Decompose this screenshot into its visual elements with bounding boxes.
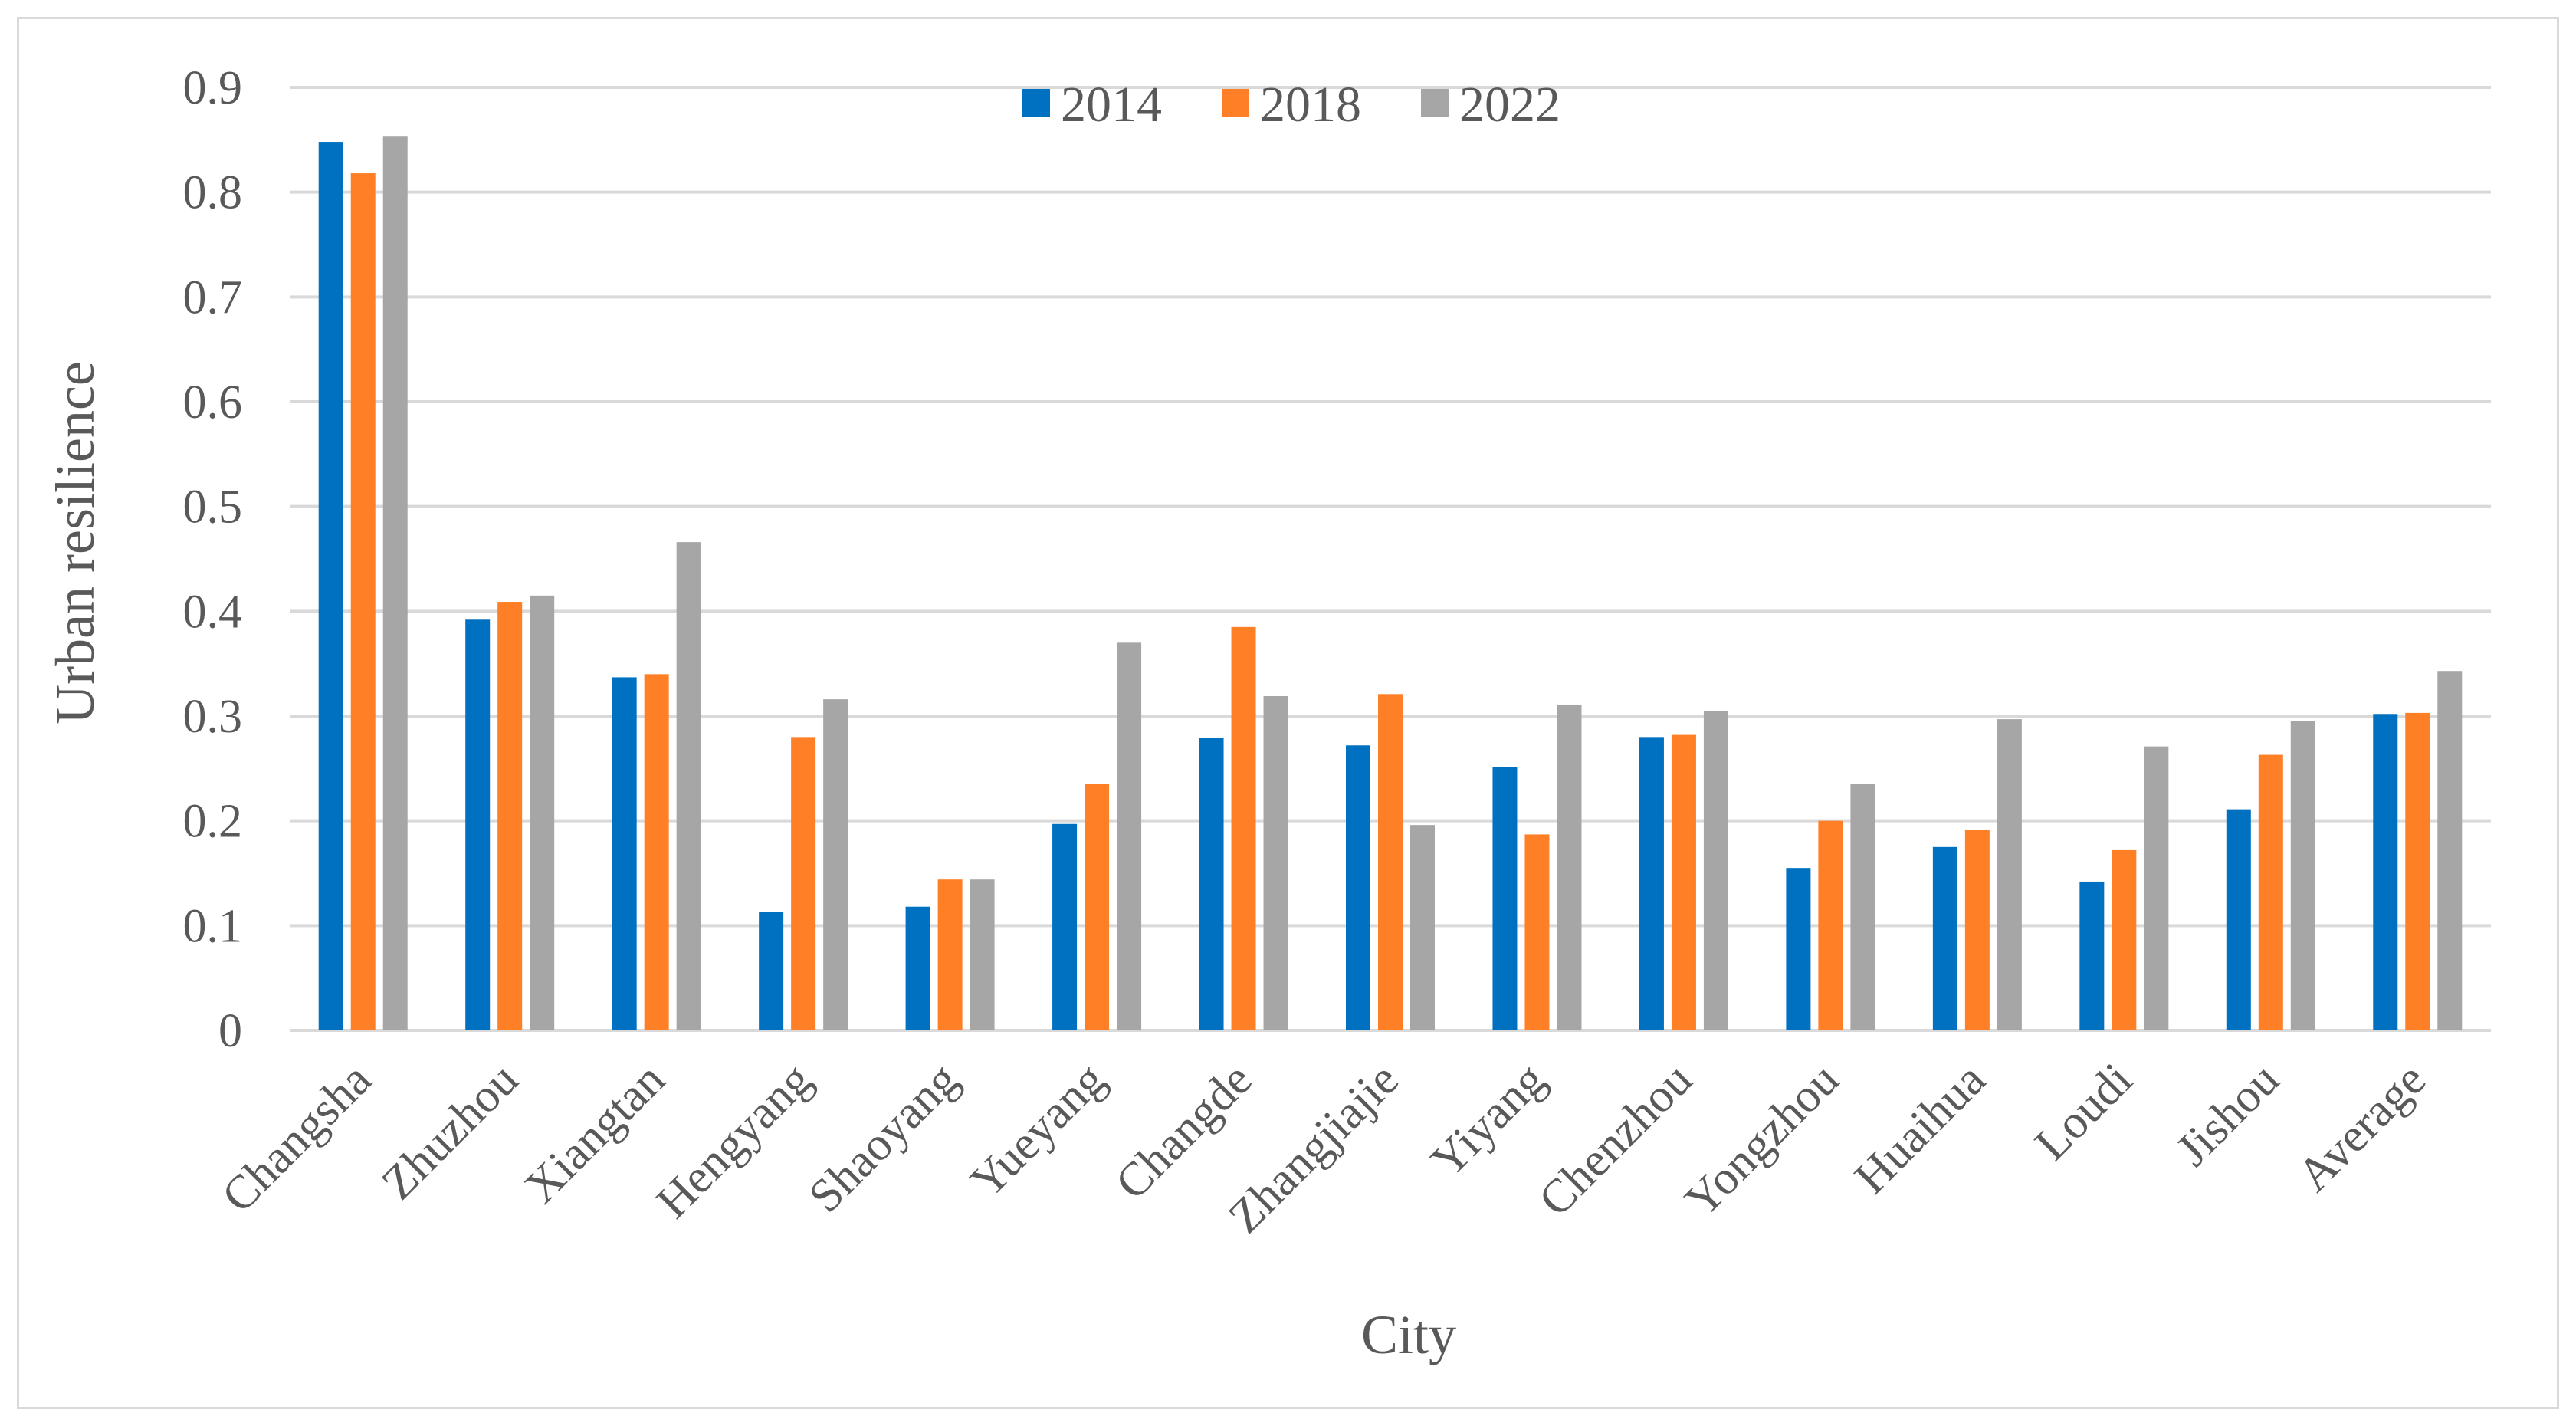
bar-2014-zhangjiajie <box>1346 745 1370 1030</box>
legend-swatch-2022 <box>1421 89 1449 117</box>
bar-2022-average <box>2437 671 2463 1030</box>
bar-2018-yongzhou <box>1818 820 1843 1030</box>
x-tick-label: Hengyang <box>647 1053 822 1228</box>
bar-2018-xiangtan <box>644 674 669 1030</box>
y-tick-label: 0.7 <box>183 271 243 324</box>
legend: 2014 2018 2022 <box>1022 77 1560 133</box>
legend-label-2014: 2014 <box>1061 77 1162 133</box>
bar-2018-changde <box>1231 626 1256 1030</box>
bar-2022-shaoyang <box>970 879 995 1030</box>
bar-2022-changsha <box>382 136 408 1030</box>
bar-2014-yongzhou <box>1786 868 1811 1030</box>
x-tick-labels: ChangshaZhuzhouXiangtanHengyangShaoyangY… <box>212 1053 2437 1244</box>
bar-2022-jishou <box>2290 721 2315 1030</box>
bar-2014-xiangtan <box>612 677 637 1030</box>
bar-2022-yongzhou <box>1850 784 1875 1030</box>
bar-2014-chenzhou <box>1639 737 1664 1030</box>
x-axis-title: City <box>1361 1304 1456 1365</box>
bar-2022-chenzhou <box>1703 711 1728 1030</box>
y-tick-label: 0.1 <box>183 900 243 952</box>
bar-2022-zhangjiajie <box>1410 825 1435 1030</box>
bar-2018-shaoyang <box>937 879 963 1030</box>
x-tick-label: Jishou <box>2167 1053 2289 1176</box>
y-tick-label: 0.6 <box>183 376 243 429</box>
x-tick-label: Yongzhou <box>1675 1053 1849 1227</box>
bar-2022-loudi <box>2144 746 2169 1030</box>
x-tick-label: Zhuzhou <box>372 1053 528 1210</box>
bar-2014-zhuzhou <box>465 619 491 1030</box>
bar-2018-chenzhou <box>1671 734 1696 1030</box>
x-tick-label: Average <box>2288 1053 2436 1201</box>
y-tick-label: 0 <box>218 1005 242 1057</box>
x-tick-label: Yueyang <box>960 1053 1114 1208</box>
bar-2018-jishou <box>2258 754 2283 1030</box>
legend-swatch-2014 <box>1022 89 1050 117</box>
y-tick-label: 0.4 <box>183 586 243 638</box>
bar-2018-zhuzhou <box>497 602 523 1030</box>
bar-2014-huaihua <box>1932 846 1957 1030</box>
bar-2022-xiangtan <box>676 542 701 1030</box>
bar-2014-average <box>2373 714 2398 1030</box>
bar-2018-loudi <box>2112 849 2137 1030</box>
bar-2022-changde <box>1263 696 1288 1030</box>
bar-2018-average <box>2405 712 2430 1030</box>
y-tick-label: 0.2 <box>183 796 243 848</box>
legend-swatch-2018 <box>1222 89 1249 117</box>
bar-2022-zhuzhou <box>530 595 555 1030</box>
bar-2014-yueyang <box>1052 823 1078 1030</box>
bar-2014-yiyang <box>1492 767 1518 1030</box>
x-tick-label: Chenzhou <box>1529 1053 1702 1227</box>
bar-2022-hengyang <box>823 699 848 1030</box>
bar-2014-shaoyang <box>905 906 930 1030</box>
x-tick-label: Huaihua <box>1845 1053 1996 1204</box>
y-tick-label: 0.3 <box>183 691 243 743</box>
x-tick-label: Loudi <box>2025 1053 2142 1171</box>
y-tick-labels: 0 0.1 0.2 0.3 0.4 0.5 0.6 0.7 0.8 0.9 <box>183 62 243 1057</box>
bar-2022-huaihua <box>1997 719 2022 1030</box>
bar-2014-loudi <box>2079 881 2105 1030</box>
bar-2018-hengyang <box>791 737 816 1030</box>
bar-2014-changsha <box>318 142 343 1031</box>
y-axis-title: Urban resilience <box>44 361 106 724</box>
legend-label-2022: 2022 <box>1459 77 1560 133</box>
bar-2018-changsha <box>350 173 376 1031</box>
bar-2018-yueyang <box>1085 784 1110 1030</box>
bar-2022-yiyang <box>1557 704 1582 1030</box>
bar-2022-yueyang <box>1117 642 1142 1030</box>
bar-2018-zhangjiajie <box>1378 694 1403 1030</box>
y-tick-label: 0.8 <box>183 167 243 219</box>
bar-2014-changde <box>1199 738 1224 1030</box>
x-tick-label: Shaoyang <box>799 1053 969 1223</box>
bars <box>318 136 2463 1031</box>
bar-2018-huaihua <box>1964 830 1990 1030</box>
bar-2014-hengyang <box>759 912 784 1030</box>
x-tick-label: Yiyang <box>1422 1053 1556 1188</box>
x-tick-label: Changsha <box>212 1053 382 1223</box>
y-tick-label: 0.5 <box>183 481 243 534</box>
y-tick-label: 0.9 <box>183 62 243 114</box>
bar-2018-yiyang <box>1524 834 1550 1030</box>
bar-2014-jishou <box>2226 809 2251 1030</box>
legend-label-2018: 2018 <box>1260 77 1361 133</box>
